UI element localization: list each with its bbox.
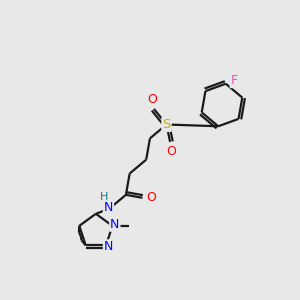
Text: O: O <box>167 145 176 158</box>
Text: F: F <box>231 74 238 87</box>
Text: O: O <box>148 93 157 106</box>
Text: O: O <box>146 191 156 204</box>
Text: H: H <box>100 192 108 202</box>
Text: N: N <box>104 240 113 253</box>
Text: N: N <box>110 218 119 231</box>
Text: N: N <box>104 201 113 214</box>
Text: S: S <box>162 118 171 131</box>
